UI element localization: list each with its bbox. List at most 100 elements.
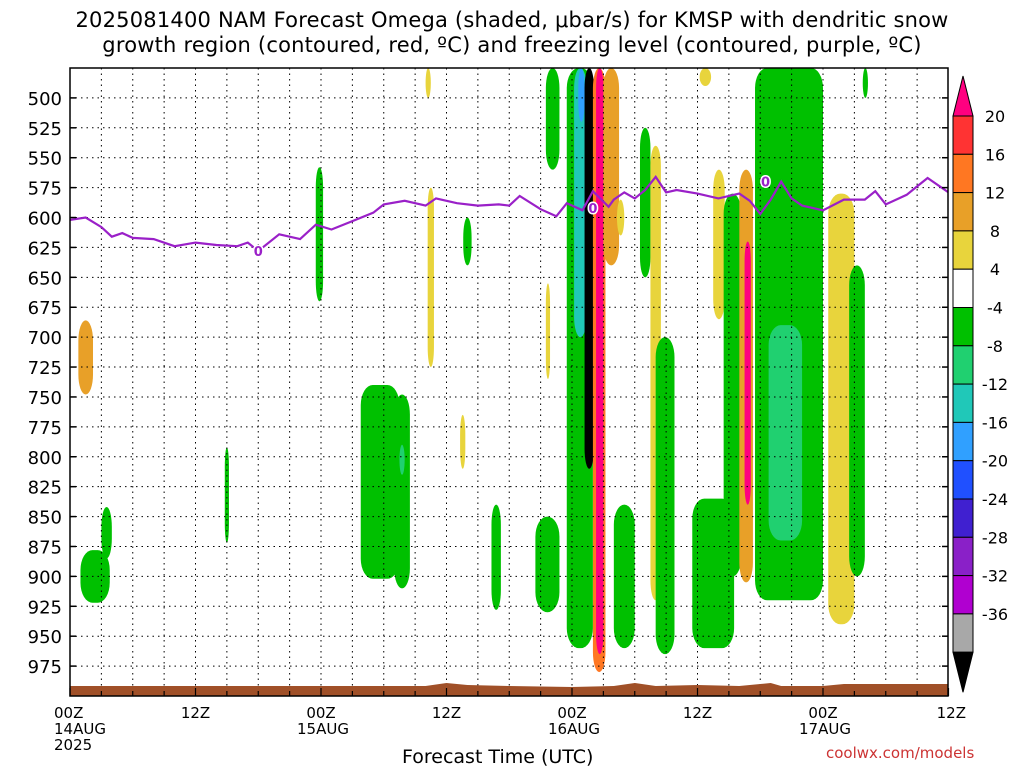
omega-shade-27 [655, 337, 675, 655]
omega-shade-21 [596, 68, 604, 655]
ytick-label-950: 950 [28, 627, 62, 648]
omega-shade-12 [491, 504, 501, 610]
omega-shade-17 [574, 68, 587, 338]
ytick-label-800: 800 [28, 448, 62, 469]
colorbar-swatch-1 [952, 115, 974, 155]
omega-shade-1 [80, 550, 110, 603]
source-watermark: coolwx.com/models [826, 744, 975, 762]
omega-shade-31 [723, 193, 742, 577]
colorbar-label-13: -36 [982, 605, 1008, 624]
colorbar-top-arrow [952, 75, 974, 117]
freezing-level-label-2: 0 [761, 176, 770, 191]
omega-shade-9 [427, 187, 434, 368]
colorbar-swatch-6 [952, 307, 974, 347]
x-axis-label: Forecast Time (UTC) [402, 746, 594, 768]
omega-shade-35 [768, 325, 803, 541]
xtick-label-48-0: 00Z [557, 704, 586, 722]
colorbar-label-5: -4 [987, 299, 1003, 318]
omega-shade-28 [699, 68, 712, 86]
colorbar-label-1: 16 [985, 145, 1005, 164]
omega-shade-3 [224, 447, 229, 543]
ytick-label-825: 825 [28, 478, 62, 499]
omega-shade-15 [545, 68, 560, 170]
omega-shade-19 [584, 68, 594, 469]
omega-shade-10 [463, 217, 472, 266]
colorbar-swatch-10 [952, 460, 974, 500]
ytick-label-625: 625 [28, 238, 62, 259]
ytick-label-675: 675 [28, 298, 62, 319]
colorbar-swatch-11 [952, 498, 974, 538]
colorbar-swatch-4 [952, 230, 974, 270]
omega-shade-13 [545, 283, 551, 380]
colorbar-label-0: 20 [985, 107, 1005, 126]
ytick-label-750: 750 [28, 388, 62, 409]
omega-shade-37 [849, 265, 865, 577]
colorbar-label-2: 12 [985, 184, 1005, 203]
colorbar-label-9: -20 [982, 452, 1008, 471]
omega-shade-0 [78, 320, 94, 395]
xtick-label-24-1: 15AUG [297, 720, 349, 738]
ytick-label-725: 725 [28, 358, 62, 379]
chart-title-line-1: 2025081400 NAM Forecast Omega (shaded, μ… [75, 8, 949, 32]
xtick-label-24-0: 00Z [306, 704, 335, 722]
colorbar-swatch-9 [952, 421, 974, 462]
ytick-label-550: 550 [28, 149, 62, 170]
colorbar-label-6: -8 [987, 337, 1003, 356]
freezing-level-contour: 0 0 0 [70, 174, 948, 262]
colorbar-swatch-13 [952, 575, 974, 615]
omega-shade-7 [399, 444, 405, 475]
ytick-label-650: 650 [28, 268, 62, 289]
plot-axes: 500 525 550 575 600 625 650 675 700 725 750 775 800 8… [28, 67, 966, 754]
ytick-label-975: 975 [28, 657, 62, 678]
colorbar-label-3: 8 [990, 222, 1000, 241]
colorbar-swatch-5 [952, 268, 974, 309]
chart-title-line-2: growth region (contoured, red, ºC) and f… [102, 33, 922, 57]
omega-shade-25 [639, 127, 651, 278]
omega-shade-38 [862, 68, 868, 98]
colorbar-swatch-14 [952, 613, 974, 653]
xtick-label-0-0: 00Z [54, 704, 83, 722]
ytick-label-925: 925 [28, 597, 62, 618]
xtick-label-12-0: 12Z [181, 704, 210, 722]
xtick-label-72-0: 00Z [808, 704, 837, 722]
omega-shade-18 [578, 68, 585, 122]
omega-shade-5 [360, 384, 400, 579]
ytick-label-600: 600 [28, 209, 62, 230]
xtick-label-60-0: 12Z [683, 704, 712, 722]
ytick-label-850: 850 [28, 508, 62, 529]
omega-shade-30 [713, 169, 725, 320]
omega-shade-6 [394, 394, 410, 589]
freezing-level-label-0: 0 [254, 245, 263, 260]
xtick-label-0-1: 14AUG [54, 720, 106, 738]
freezing-level-label-1: 0 [588, 202, 597, 217]
colorbar-bottom-arrow [952, 651, 974, 693]
plot-grid [70, 68, 948, 696]
omega-shade-2 [101, 507, 112, 559]
colorbar-label-4: 4 [990, 260, 1000, 279]
colorbar-label-8: -16 [982, 413, 1008, 432]
freezing-level-line [70, 175, 948, 253]
colorbar-label-10: -24 [982, 490, 1008, 509]
colorbar-swatch-3 [952, 192, 974, 232]
omega-shade-4 [315, 167, 324, 302]
ytick-label-525: 525 [28, 119, 62, 140]
omega-shade-8 [425, 68, 431, 98]
omega-shade-33 [744, 241, 751, 505]
ytick-label-500: 500 [28, 89, 62, 110]
omega-shade-11 [460, 414, 466, 469]
omega-shade-24 [613, 504, 635, 649]
xtick-label-48-1: 16AUG [548, 720, 600, 738]
colorbar-label-12: -32 [982, 567, 1008, 586]
colorbar-label-11: -28 [982, 528, 1008, 547]
ytick-label-775: 775 [28, 418, 62, 439]
colorbar: 20 16 12 8 4 -4 -8 -12 -16 -20 -24 -28 -32 -36 [952, 75, 1008, 693]
xtick-label-72-1: 17AUG [799, 720, 851, 738]
xtick-label-36-0: 12Z [432, 704, 461, 722]
colorbar-swatch-8 [952, 383, 974, 423]
xtick-label-84-0: 12Z [937, 704, 966, 722]
colorbar-label-7: -12 [982, 375, 1008, 394]
omega-shade-14 [535, 516, 560, 613]
ytick-label-575: 575 [28, 179, 62, 200]
xtick-label-0-2: 2025 [54, 736, 92, 754]
